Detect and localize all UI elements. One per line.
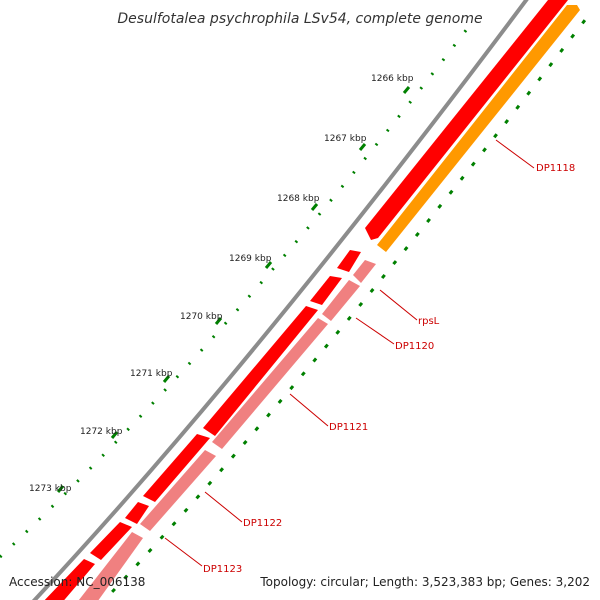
major-tick [214, 317, 223, 325]
kbp-label: 1270 kbp [180, 312, 223, 322]
gene-label-dp1122: DP1122 [243, 518, 282, 529]
callout-line [289, 393, 329, 427]
genome-backbone [31, 0, 529, 600]
inner-tick-ring [102, 19, 587, 600]
major-tick [162, 375, 171, 383]
gene-callout-lines [164, 139, 535, 567]
map-title: Desulfotalea psychrophila LSv54, complet… [117, 11, 482, 27]
genome-stats-text: Topology: circular; Length: 3,523,383 bp… [259, 575, 590, 589]
gene-label-dp1121: DP1121 [329, 422, 368, 433]
gene-arrow-forward [365, 0, 569, 240]
accession-text: Accession: NC_006138 [9, 575, 145, 589]
major-tick [56, 485, 65, 493]
forward-strand [44, 0, 569, 600]
callout-line [379, 289, 418, 321]
gene-label-dp1118: DP1118 [536, 163, 575, 174]
callout-line [164, 537, 203, 567]
kbp-label: 1272 kbp [80, 427, 123, 437]
major-tick [402, 86, 411, 94]
kbp-label: 1268 kbp [277, 194, 320, 204]
outer-major-ticks [56, 86, 411, 493]
gene-arrow-forward [337, 250, 361, 272]
major-tick [264, 261, 273, 269]
gene-arrow-forward [203, 306, 318, 436]
kbp-label: 1273 kbp [29, 484, 72, 494]
reverse-strand-pink [78, 260, 376, 600]
kbp-label: 1267 kbp [324, 134, 367, 144]
kbp-label: 1269 kbp [229, 254, 272, 264]
gene-arrow-reverse [322, 280, 360, 321]
gene-arrow-forward [44, 559, 95, 600]
kbp-label: 1266 kbp [371, 74, 414, 84]
gene-arrow-reverse [353, 260, 376, 283]
gene-arrow-forward [143, 434, 210, 502]
gene-label-dp1120: DP1120 [395, 341, 434, 352]
callout-line [204, 491, 243, 523]
gene-arrow-reverse [78, 532, 143, 600]
major-tick [358, 143, 367, 151]
kbp-label: 1271 kbp [130, 369, 173, 379]
major-tick [110, 431, 119, 439]
gene-arrow-forward [125, 502, 149, 524]
gene-label-dp1123: DP1123 [203, 564, 242, 575]
callout-line [355, 317, 395, 345]
gene-arrow-forward [310, 276, 342, 305]
outer-tick-ring [0, 24, 472, 559]
gene-arrow-reverse [140, 450, 216, 531]
major-tick [310, 203, 319, 211]
callout-line [495, 139, 535, 169]
gene-arrow-reverse [212, 318, 328, 449]
gene-arrow-forward [90, 522, 132, 560]
gene-arrow-reverse [377, 5, 580, 252]
gene-label-rpsl: rpsL [418, 316, 440, 327]
